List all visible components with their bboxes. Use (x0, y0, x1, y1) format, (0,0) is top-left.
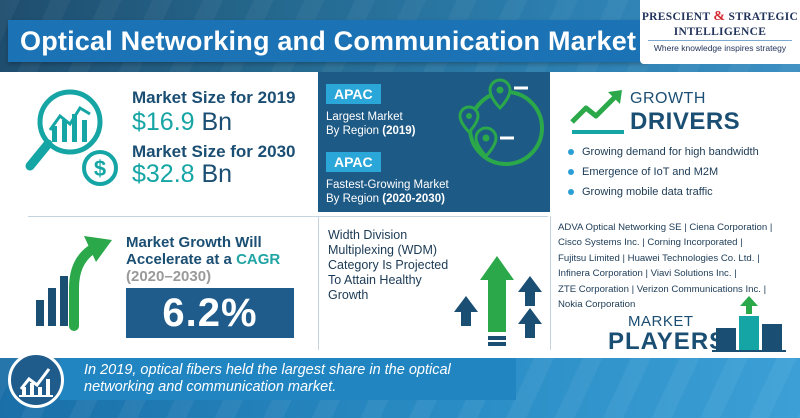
growth-drivers-title-top: GROWTH (630, 90, 706, 107)
cagr-text: Market Growth Will Accelerate at a CAGR … (126, 234, 281, 285)
logo-tagline: Where knowledge inspires strategy (648, 40, 792, 53)
section-divider (550, 216, 551, 350)
logo-word-intelligence: INTELLIGENCE (673, 26, 767, 38)
apac-badge-fastest: APAC (326, 152, 381, 172)
player-line: ZTE Corporation | Verizon Communications… (558, 283, 767, 295)
logo-ampersand: & (713, 9, 726, 24)
player-line: ADVA Optical Networking SE | Ciena Corpo… (558, 222, 773, 233)
apac-fastest-text: Fastest-Growing Market By Region (2020-2… (326, 179, 449, 205)
trend-up-chart-icon (570, 90, 624, 134)
player-line: Infinera Corporation | Viavi Solutions I… (558, 268, 737, 280)
growth-drivers-list: Growing demand for high bandwidth Emerge… (568, 146, 759, 206)
apac-panel: APAC Largest Market By Region (2019) APA… (318, 72, 550, 212)
podium-icon (712, 296, 786, 352)
company-logo[interactable]: PRESCIENT & STRATEGIC INTELLIGENCE Where… (640, 0, 800, 64)
growth-bars-arrow-icon (36, 236, 112, 331)
growth-driver-item: Growing mobile data traffic (568, 186, 759, 198)
upward-arrows-icon (454, 256, 542, 346)
market-size-2030-label: Market Size for 2030 (132, 142, 296, 161)
market-size-2019-label: Market Size for 2019 (132, 88, 296, 107)
logo-word-strategic: STRATEGIC (728, 11, 799, 23)
apac-largest-text: Largest Market By Region (2019) (326, 111, 416, 137)
page-title: Optical Networking and Communication Mar… (8, 20, 648, 62)
player-line: Nokia Corporation (558, 299, 636, 311)
player-line: Fujitsu Limited | Huawei Technologies Co… (558, 252, 760, 264)
wdm-text: Width Division Multiplexing (WDM) Catego… (328, 228, 449, 302)
growth-driver-item: Emergence of IoT and M2M (568, 166, 759, 178)
market-players-title-top: MARKET (628, 313, 694, 330)
magnifier-chart-icon: $ (25, 89, 118, 186)
logo-word-prescient: PRESCIENT (641, 11, 711, 23)
location-pins-icon (458, 78, 544, 166)
footer-statement: In 2019, optical fibers held the largest… (84, 362, 451, 395)
player-line: Cisco Systems Inc. | Corning Incorporate… (558, 237, 743, 249)
market-size-2019-value: $16.9 Bn (132, 108, 233, 136)
cagr-value: 6.2% (126, 288, 294, 338)
line-chart-icon (19, 368, 53, 397)
growth-drivers-title-bottom: DRIVERS (630, 108, 741, 135)
market-players-title-bottom: PLAYERS (608, 328, 727, 355)
svg-text:$: $ (94, 156, 106, 181)
section-divider (318, 216, 319, 350)
market-players-list: ADVA Optical Networking SE | Ciena Corpo… (558, 220, 794, 312)
section-divider (28, 216, 548, 217)
apac-badge-largest: APAC (326, 84, 381, 104)
market-size-2030-value: $32.8 Bn (132, 160, 233, 188)
footer-highlight-strip (60, 358, 516, 400)
footer-badge (8, 352, 64, 408)
growth-driver-item: Growing demand for high bandwidth (568, 146, 759, 158)
